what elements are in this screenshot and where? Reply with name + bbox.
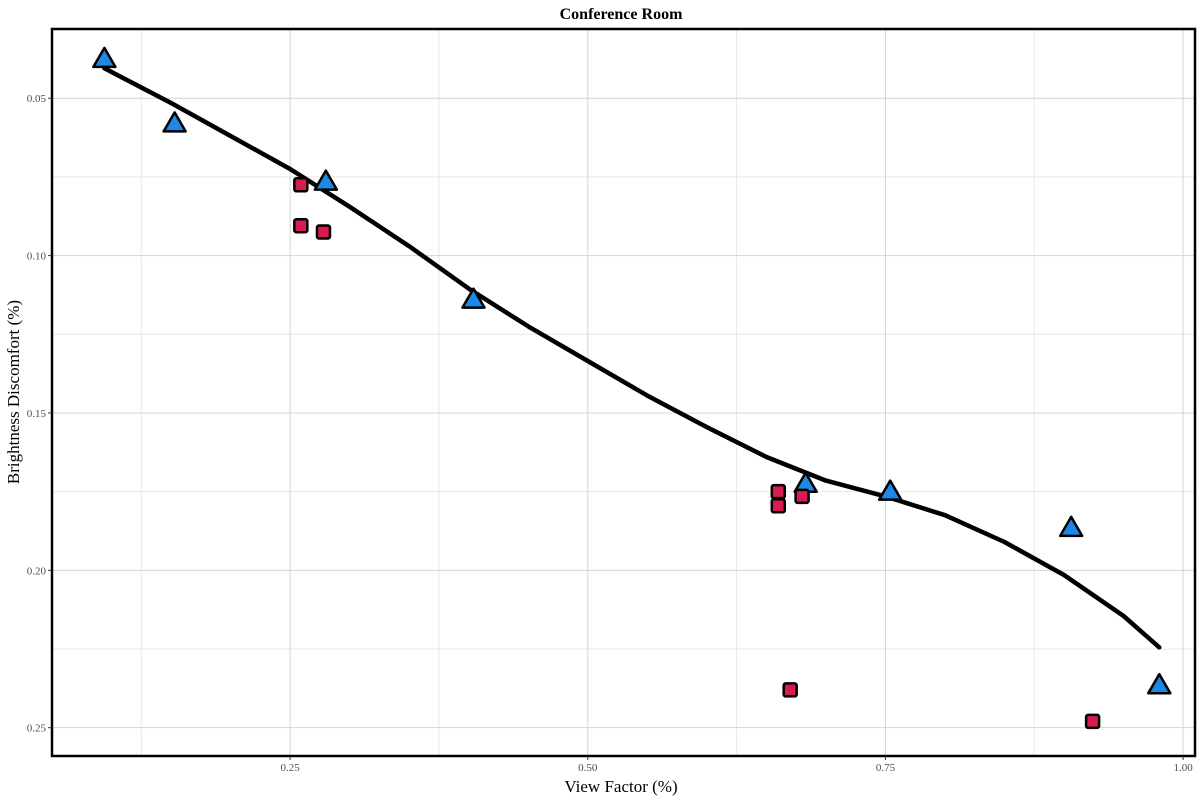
triangle-point xyxy=(1058,515,1084,538)
y-tick-label: 0.25 xyxy=(27,723,47,735)
y-tick-label: 0.10 xyxy=(27,251,47,263)
square-point xyxy=(782,682,798,698)
square-point xyxy=(293,177,309,193)
square-point xyxy=(770,483,787,500)
grid-lines xyxy=(52,29,1195,756)
x-tick-label: 0.75 xyxy=(876,762,896,774)
trend-line-group xyxy=(102,66,1162,650)
x-axis-label: View Factor (%) xyxy=(564,777,677,796)
trend-line xyxy=(102,66,1162,650)
square-point xyxy=(794,488,810,505)
y-tick-label: 0.15 xyxy=(27,408,47,420)
square-point xyxy=(770,498,787,514)
y-tick-label: 0.05 xyxy=(27,93,47,105)
chart-title: Conference Room xyxy=(560,6,683,23)
y-axis-ticks: 0.05 0.10 0.15 0.20 0.25 xyxy=(27,93,52,735)
square-point xyxy=(293,217,309,234)
square-point xyxy=(315,224,332,240)
y-tick-label: 0.20 xyxy=(27,565,47,577)
x-axis-ticks: 0.25 0.50 0.75 1.00 xyxy=(281,756,1193,774)
triangle-point xyxy=(1147,672,1172,695)
plot-frame xyxy=(50,27,1197,758)
x-tick-label: 0.25 xyxy=(281,762,301,774)
triangle-point xyxy=(313,169,339,191)
data-points xyxy=(92,46,1172,730)
triangle-point xyxy=(162,111,187,133)
x-tick-label: 1.00 xyxy=(1173,762,1193,774)
triangle-point xyxy=(92,46,117,69)
triangle-point xyxy=(461,287,486,309)
triangle-point xyxy=(877,479,903,501)
square-point xyxy=(1084,713,1101,730)
x-tick-label: 0.50 xyxy=(578,762,598,774)
y-axis-label: Brightness Discomfort (%) xyxy=(4,300,23,484)
